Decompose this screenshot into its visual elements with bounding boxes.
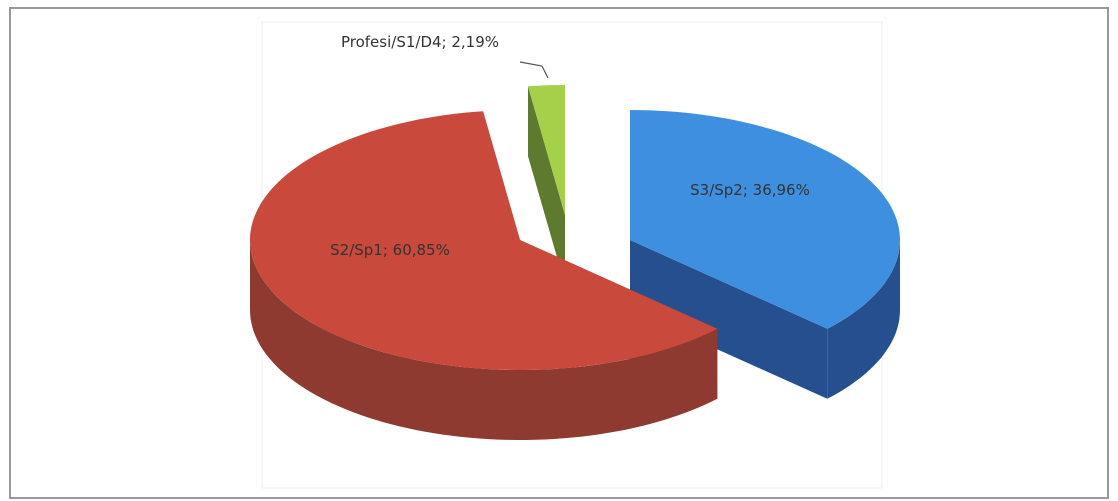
slice — [250, 111, 718, 370]
slice-side — [250, 240, 718, 440]
data-label: Profesi/S1/D4; 2,19% — [340, 33, 500, 51]
slice — [528, 85, 565, 215]
data-label: S2/Sp1; 60,85% — [330, 241, 450, 259]
slice-side — [528, 86, 565, 285]
slice-side — [827, 240, 900, 399]
slice-side — [630, 240, 828, 399]
data-label: S3/Sp2; 36,96% — [690, 181, 810, 199]
leader-line — [519, 61, 549, 79]
slice — [630, 110, 900, 329]
